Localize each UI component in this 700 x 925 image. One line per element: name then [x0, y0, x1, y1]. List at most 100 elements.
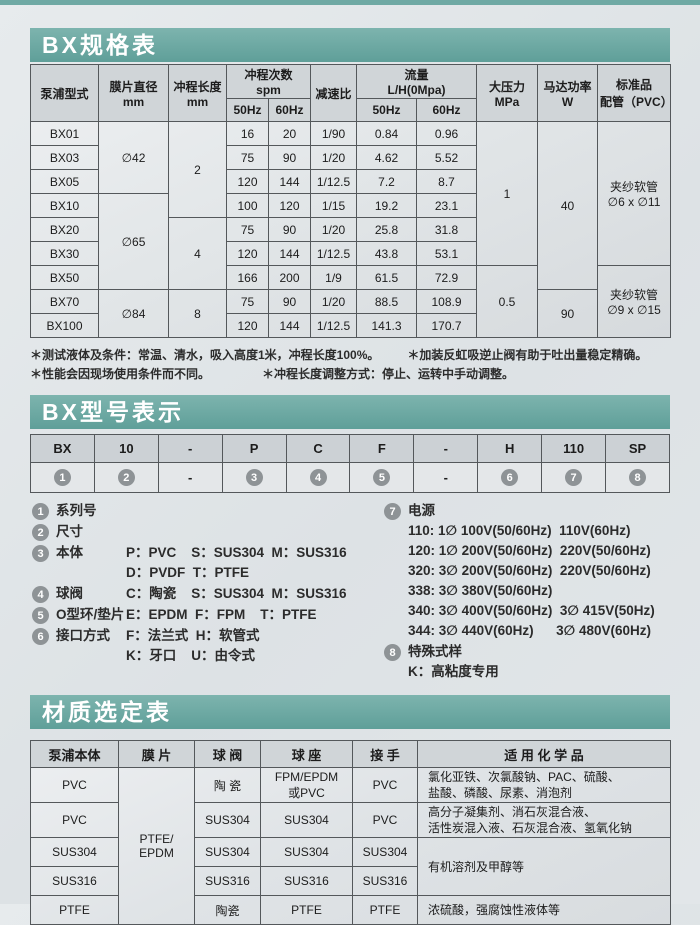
- cell: 108.9: [416, 289, 478, 314]
- cell: 夹纱软管 ∅6 x ∅11: [597, 121, 672, 266]
- footnotes: ＊测试液体及条件：常温、清水，吸入高度1米，冲程长度100%。 ＊加装反虹吸逆止阀…: [30, 346, 670, 384]
- annotation-head: 8 特殊式样: [382, 642, 670, 662]
- cell: BX30: [30, 241, 99, 266]
- model-code-cell: -: [157, 434, 223, 463]
- annotation-label: 球阀: [56, 586, 83, 601]
- cell: SUS316: [260, 866, 353, 896]
- top-accent-strip: [0, 0, 700, 5]
- annotation-option-line: F：法兰式 H：软管式: [126, 628, 260, 643]
- cell: 1/20: [310, 217, 358, 242]
- footnote-text: ＊冲程长度调整方式：停止、运转中手动调整。: [262, 367, 515, 381]
- table-row: BX100 120 144 1/12.5 141.3 170.7: [30, 313, 671, 338]
- cell: 200: [267, 265, 312, 290]
- annotation-item: 2 尺寸: [30, 522, 382, 542]
- section-header-material: 材质选定表: [30, 695, 670, 729]
- annotation-label: 接口方式: [56, 628, 110, 643]
- number-badge: 1: [32, 503, 49, 520]
- cell: PVC: [352, 802, 418, 838]
- header-cell: 泵浦本体: [30, 740, 119, 768]
- cell: 1/15: [310, 193, 358, 218]
- cell: SUS304: [260, 802, 353, 838]
- cell: ∅84: [98, 289, 169, 338]
- cell: 75: [226, 289, 269, 314]
- cell: 43.8: [356, 241, 418, 266]
- model-code-cell: 10: [93, 434, 159, 463]
- bottom-watermark: [160, 890, 680, 902]
- cell: 1/90: [310, 121, 358, 146]
- header-cell: 球 阀: [194, 740, 261, 768]
- model-code-cell: SP: [605, 434, 670, 463]
- cell: 40: [537, 121, 599, 290]
- cell: 夹纱软管 ∅9 x ∅15: [597, 265, 672, 338]
- material-table: 泵浦本体膜 片球 阀球 座接 手适 用 化 学 品 PVC PTFE/EPDM 陶 瓷…: [30, 740, 671, 925]
- annotation-item: 1 系列号: [30, 501, 382, 521]
- header-cell: 50Hz: [356, 98, 418, 122]
- annotation-options: C：陶瓷 S：SUS304 M：SUS316: [126, 584, 347, 604]
- header-cell: 50Hz: [226, 98, 269, 122]
- cell: BX05: [30, 169, 99, 194]
- cell: PVC: [30, 802, 119, 838]
- spec-table: 泵浦型式 膜片直径 mm 冲程长度 mm 冲程次数 spm 减速比 流量 L/H(0Mpa) 大压力…: [30, 64, 672, 338]
- number-badge: 7: [384, 503, 401, 520]
- cell: 氯化亚铁、次氯酸钠、PAC、硫酸、 盐酸、磷酸、尿素、消泡剂: [417, 767, 671, 803]
- cell: PTFE: [30, 895, 119, 925]
- header-cell: 减速比: [310, 64, 358, 122]
- table-row: BX05 120 144 1/12.5 7.2 8.7: [30, 169, 671, 194]
- cell: 166: [226, 265, 269, 290]
- model-mark-cell: 4: [285, 462, 351, 493]
- header-cell: 60Hz: [416, 98, 478, 122]
- annotation-option-line: 338: 3∅ 380V(50/60Hz): [408, 583, 553, 598]
- header-cell: 接 手: [352, 740, 418, 768]
- table-row: BX70 ∅84 8 75 90 1/20 88.5 108.9 90: [30, 289, 671, 338]
- model-code-cell: P: [221, 434, 287, 463]
- cell: 144: [267, 241, 312, 266]
- cell: FPM/EPDM 或PVC: [260, 767, 353, 803]
- annotation-options: F：法兰式 H：软管式 K：牙口 U：由令式: [126, 626, 260, 666]
- cell: 8.7: [416, 169, 478, 194]
- cell: 90: [267, 289, 312, 314]
- annotation-label: O型环/垫片: [56, 607, 125, 622]
- model-mark-cell: -: [157, 462, 223, 493]
- number-badge: 5: [373, 469, 391, 487]
- cell: SUS316: [352, 866, 418, 896]
- cell: 1/12.5: [310, 169, 358, 194]
- model-code-cell: C: [285, 434, 351, 463]
- number-badge: 6: [32, 628, 49, 645]
- cell: 31.8: [416, 217, 478, 242]
- cell: 16: [226, 121, 269, 146]
- annotation-label: 电源: [408, 503, 435, 518]
- cell: 120: [267, 193, 312, 218]
- header-cell: 膜片直径 mm: [98, 64, 169, 122]
- cell: BX20: [30, 217, 99, 242]
- cell: 75: [226, 217, 269, 242]
- table-row: BX01 ∅42 2 16 20 1/90 0.84 0.96 1 40 夹纱软管 ∅6 x ∅11: [30, 121, 672, 290]
- cell: SUS304: [352, 837, 418, 867]
- annotation-option-line: 340: 3∅ 400V(50/60Hz) 3∅ 415V(50Hz): [408, 603, 655, 618]
- annotations-left-column: 1 系列号 2 尺寸 3 本体 P：PVC S：SUS304 M：SUS316 D：PVDF …: [30, 501, 382, 683]
- cell: SUS304: [30, 837, 119, 867]
- number-badge: 5: [32, 607, 49, 624]
- model-code-cell: BX: [30, 434, 95, 463]
- footnote-line: ＊性能会因现场使用条件而不同。 ＊冲程长度调整方式：停止、运转中手动调整。: [30, 365, 670, 384]
- cell: 120: [226, 169, 269, 194]
- cell: 高分子凝集剂、消石灰混合液、 活性炭混入液、石灰混合液、氢氧化钠: [417, 802, 671, 838]
- cell: 25.8: [356, 217, 418, 242]
- header-cell: 泵浦型式: [30, 64, 99, 122]
- model-mark-cell: 1: [30, 462, 95, 493]
- footnote-text: ＊测试液体及条件：常温、清水，吸入高度1米，冲程长度100%。: [30, 348, 380, 362]
- section-header-spec: BX规格表: [30, 28, 670, 62]
- number-badge: 4: [32, 586, 49, 603]
- number-badge: 7: [565, 469, 583, 487]
- number-badge: 8: [384, 644, 401, 661]
- model-mark-cell: 2: [93, 462, 159, 493]
- cell: 90: [537, 289, 599, 338]
- annotation-option-line: 120: 1∅ 200V(50/60Hz) 220V(50/60Hz): [408, 543, 651, 558]
- header-cell: 球 座: [260, 740, 353, 768]
- header-cell: 标准品 配管（PVC）: [597, 64, 672, 122]
- annotation-item: 4 球阀 C：陶瓷 S：SUS304 M：SUS316: [30, 584, 382, 604]
- page-content: BX规格表 泵浦型式 膜片直径 mm 冲程长度 mm 冲程次数 spm 减速比 流量 L/H(0M…: [0, 5, 700, 925]
- table-row: PVC PTFE/EPDM 陶 瓷 FPM/EPDM 或PVC PVC 氯化亚铁、次氯酸钠、…: [30, 767, 671, 925]
- cell: 19.2: [356, 193, 418, 218]
- cell: 1/20: [310, 289, 358, 314]
- number-badge: 3: [245, 469, 263, 487]
